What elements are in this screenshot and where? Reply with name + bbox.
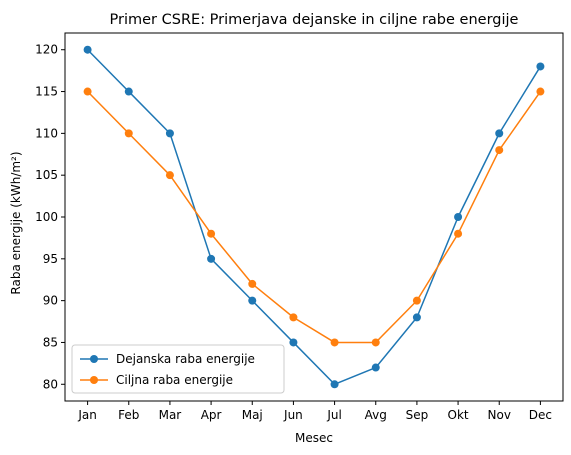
y-tick-label: 110 <box>35 126 58 140</box>
x-tick-label: Okt <box>448 408 469 422</box>
series-2-point-mar <box>165 171 174 180</box>
chart-title: Primer CSRE: Primerjava dejanske in cilj… <box>110 12 519 28</box>
series-2-point-nov <box>495 146 504 155</box>
x-tick-label: Dec <box>529 408 552 422</box>
series-2-point-jul <box>330 338 339 347</box>
series-2-point-jan <box>83 87 92 96</box>
legend-box <box>71 344 285 394</box>
x-tick-label: Jun <box>283 408 303 422</box>
x-axis-label: Mesec <box>295 431 333 445</box>
legend-label-2: Ciljna raba energije <box>116 373 233 387</box>
legend-marker-2 <box>90 376 98 384</box>
series-1-point-sep <box>412 313 421 322</box>
x-tick-label: Mar <box>159 408 182 422</box>
y-tick-label: 115 <box>35 85 58 99</box>
x-tick-label: Avg <box>365 408 387 422</box>
series-2-point-maj <box>248 279 257 288</box>
y-tick-label: 120 <box>35 43 58 57</box>
series-line-2 <box>86 90 542 344</box>
x-tick-label: Sep <box>406 408 429 422</box>
series-1-point-mar <box>165 129 174 138</box>
series-2-point-sep <box>412 296 421 305</box>
plot-area: 80 85 90 95 100 105 110 115 120 Jan Feb Mar Apr Maj Ju… <box>35 32 564 422</box>
series-1-point-jun <box>289 338 298 347</box>
y-tick-label: 105 <box>35 168 58 182</box>
x-tick-label: Nov <box>488 408 511 422</box>
y-tick-label: 100 <box>35 210 58 224</box>
series-2-point-avg <box>371 338 380 347</box>
series-2-point-feb <box>124 129 133 138</box>
y-tick-label: 85 <box>43 335 58 349</box>
series-1-point-jan <box>83 45 92 54</box>
x-tick-label: Maj <box>242 408 263 422</box>
legend-label-1: Dejanska raba energije <box>116 352 255 366</box>
y-tick-label: 90 <box>43 294 58 308</box>
series-1-point-maj <box>248 296 257 305</box>
legend: Dejanska raba energije Ciljna raba energi… <box>71 344 285 394</box>
y-tick-label: 95 <box>43 252 58 266</box>
series-1-point-dec <box>536 62 545 71</box>
series-2-point-apr <box>207 229 216 238</box>
series-1-point-nov <box>495 129 504 138</box>
series-1-point-jul <box>330 380 339 389</box>
series-2-point-jun <box>289 313 298 322</box>
series-1-point-avg <box>371 363 380 372</box>
series-line-1 <box>86 48 542 386</box>
series-1-point-okt <box>454 213 463 221</box>
x-tick-label: Feb <box>118 408 139 422</box>
x-tick-label: Apr <box>201 408 222 422</box>
series-2-point-dec <box>536 87 545 96</box>
y-tick-label: 80 <box>43 377 58 391</box>
series-2-point-okt <box>454 229 463 238</box>
series-1-point-feb <box>124 87 133 96</box>
y-axis-label: Raba energije (kWh/m²) <box>9 151 23 294</box>
series-1-point-apr <box>207 254 216 263</box>
x-tick-label: Jan <box>77 408 97 422</box>
x-tick-label: Jul <box>326 408 341 422</box>
legend-marker-1 <box>90 355 98 363</box>
